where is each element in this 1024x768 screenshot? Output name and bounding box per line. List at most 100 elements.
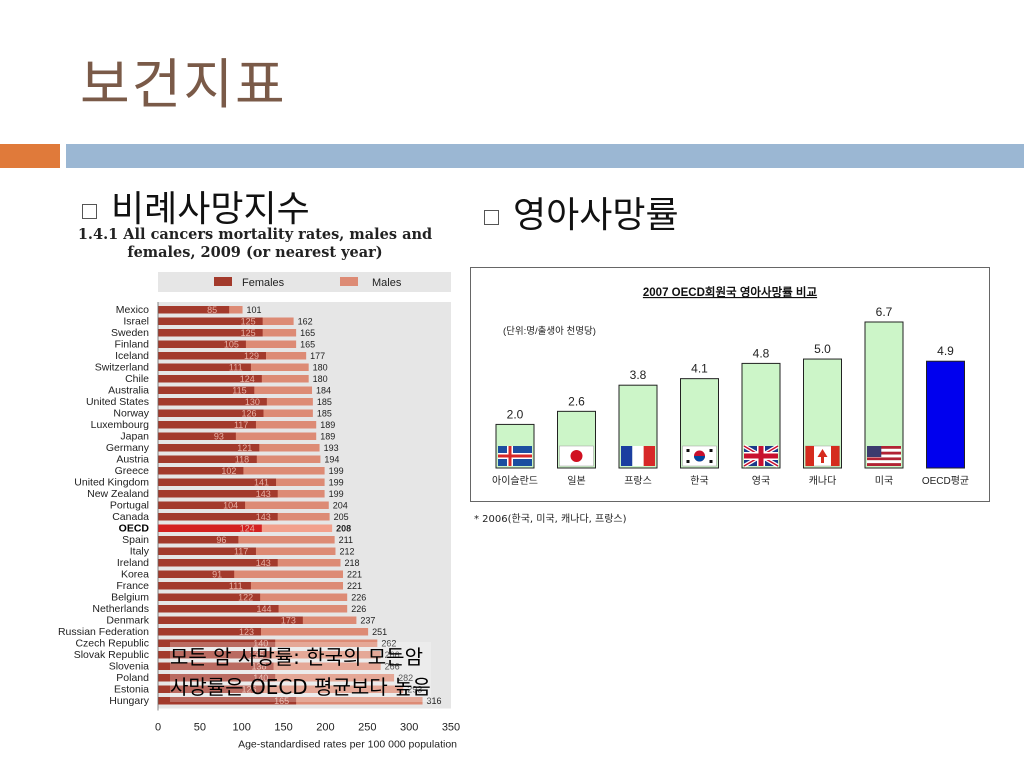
value-label-males: 293 <box>407 685 422 695</box>
chart2-category-label: 캐나다 <box>809 475 837 487</box>
legend-label-females: Females <box>242 277 285 289</box>
value-label-females: 143 <box>256 512 271 522</box>
chart2-value-label: 2.6 <box>568 394 585 408</box>
value-label-females: 118 <box>235 455 249 465</box>
infant-mortality-chart-frame: 2007 OECD회원국 영아사망률 비교 (단위:명/출생아 천명당) 2.0 아이… <box>470 267 990 502</box>
bar-females <box>158 524 262 532</box>
category-label: Belgium <box>111 592 149 604</box>
legend-box <box>158 272 451 292</box>
category-label: Canada <box>112 511 149 523</box>
bar-females <box>158 478 277 486</box>
value-label-males: 211 <box>339 535 353 545</box>
bar-males <box>158 536 335 544</box>
bar-females <box>158 559 278 567</box>
chart2-category-label: OECD평균 <box>922 475 969 487</box>
category-label: Norway <box>113 408 149 420</box>
value-label-males: 266 <box>385 662 400 672</box>
value-label-males: 162 <box>298 317 313 327</box>
chart2-footnote: * 2006(한국, 미국, 캐나다, 프랑스) <box>474 514 627 525</box>
value-label-males: 221 <box>347 581 362 591</box>
chart2-category-label: 아이슬란드 <box>492 475 538 487</box>
bar-females <box>158 317 263 325</box>
bar-females <box>158 409 264 417</box>
bar-females <box>158 513 278 521</box>
value-label-males: 194 <box>324 455 339 465</box>
value-label-males: 204 <box>333 501 348 511</box>
category-label: Slovenia <box>109 661 149 673</box>
value-label-females: 130 <box>245 397 260 407</box>
france-flag <box>621 446 655 466</box>
bar-females <box>158 444 260 452</box>
overlay-line-2: 사망률은 OECD 평균보다 높음 <box>170 675 431 699</box>
chart2-category-label: 한국 <box>690 475 708 487</box>
cancer-mortality-chart: Females Males Mexico 85 101 Israel 125 162 Swede… <box>58 272 460 751</box>
bar-females <box>158 467 244 475</box>
infant-mortality-chart: 2007 OECD회원국 영아사망률 비교 (단위:명/출생아 천명당) 2.0 아이… <box>492 285 969 487</box>
legend-swatch-females <box>214 277 232 286</box>
chart2-category-label: 영국 <box>752 475 770 487</box>
bar-females <box>158 685 264 693</box>
legend-label-males: Males <box>372 277 402 289</box>
category-label: United Kingdom <box>74 477 149 489</box>
chart2-category-label: 미국 <box>875 475 893 487</box>
chart2-title: 2007 OECD회원국 영아사망률 비교 <box>643 285 818 299</box>
bullet-left: 비례사망지수 <box>82 180 310 232</box>
category-label: Hungary <box>109 695 149 707</box>
x-tick-label: 300 <box>400 722 418 734</box>
x-axis-label: Age-standardised rates per 100 000 popul… <box>238 739 457 751</box>
value-label-males: 199 <box>329 489 344 499</box>
category-label: Italy <box>130 546 150 558</box>
category-label: Greece <box>115 465 150 477</box>
chart1-title: 1.4.1 All cancers mortality rates, males… <box>50 226 460 262</box>
value-label-males: 266 <box>385 650 400 660</box>
uk-flag <box>742 444 780 468</box>
value-label-males: 221 <box>347 570 362 580</box>
value-label-females: 135 <box>249 650 264 660</box>
category-label: United States <box>86 396 149 408</box>
chart2-value-label: 6.7 <box>876 305 893 319</box>
value-label-females: 173 <box>281 616 296 626</box>
bar-females <box>158 386 255 394</box>
category-label: Sweden <box>111 327 149 339</box>
value-label-males: 205 <box>334 512 349 522</box>
korea-flag <box>682 445 717 467</box>
bar-females <box>158 697 297 705</box>
chart2-value-label: 4.8 <box>753 346 770 360</box>
chart1-title-text: 1.4.1 All cancers mortality rates, males… <box>77 226 433 261</box>
chart2-category-label: 일본 <box>567 475 585 487</box>
bar-females <box>158 352 266 360</box>
value-label-females: 117 <box>234 547 248 557</box>
bullet-right: 영아사망률 <box>484 186 679 238</box>
chart2-value-label: 2.0 <box>507 407 524 421</box>
category-label: Denmark <box>106 615 149 627</box>
bar-females <box>158 306 230 314</box>
x-tick-label: 150 <box>274 722 292 734</box>
bar-females <box>158 536 239 544</box>
category-label: Austria <box>116 454 149 466</box>
category-label: Switzerland <box>95 362 149 374</box>
bullet-square-icon <box>82 203 97 219</box>
chart2-category-label: 프랑스 <box>624 475 652 487</box>
x-tick-label: 100 <box>233 722 251 734</box>
x-tick-label: 200 <box>316 722 334 734</box>
category-label: Iceland <box>115 350 149 362</box>
value-label-males: 316 <box>427 696 442 706</box>
value-label-females: 144 <box>257 604 272 614</box>
value-label-males: 177 <box>310 351 325 361</box>
chart2-unit-label: (단위:명/출생아 천명당) <box>503 325 596 337</box>
category-label: OECD <box>119 523 150 535</box>
category-label: Australia <box>108 385 149 397</box>
accent-bar-orange <box>0 144 60 168</box>
bar-females <box>158 674 276 682</box>
value-label-males: 218 <box>344 558 359 568</box>
value-label-females: 124 <box>240 374 255 384</box>
category-label: Spain <box>122 534 149 546</box>
value-label-males: 199 <box>329 478 344 488</box>
value-label-males: 193 <box>324 443 339 453</box>
value-label-females: 104 <box>223 501 238 511</box>
value-label-males: 251 <box>372 627 387 637</box>
category-label: Japan <box>120 431 149 443</box>
bar-females <box>158 501 246 509</box>
value-label-females: 165 <box>274 696 289 706</box>
value-label-males: 185 <box>317 409 332 419</box>
